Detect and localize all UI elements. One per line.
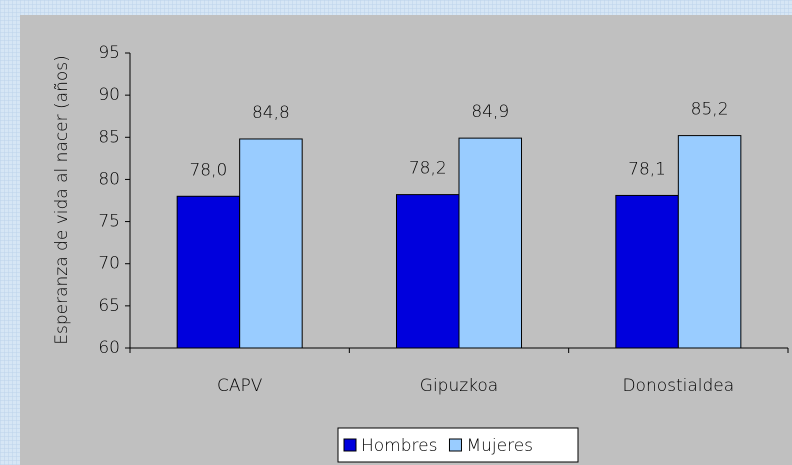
bar	[615, 194, 679, 349]
value-label: 85,2	[691, 100, 729, 120]
x-tick-label: Donostialdea	[622, 376, 734, 396]
bar	[176, 195, 241, 349]
y-tick-label: 95	[98, 43, 120, 63]
y-tick-label: 60	[98, 338, 120, 358]
x-tick-label: Gipuzkoa	[420, 376, 498, 396]
y-tick-label: 90	[98, 85, 120, 105]
bar	[677, 135, 742, 349]
legend-label: Hombres	[361, 436, 437, 456]
legend-swatch	[343, 438, 357, 452]
legend-swatch	[448, 438, 462, 452]
y-axis-title: Esperanza de vida al nacer (años)	[52, 55, 72, 344]
y-tick-label: 70	[98, 254, 120, 274]
bar	[239, 138, 303, 349]
y-tick-label: 80	[98, 169, 120, 189]
x-tick-label: CAPV	[217, 376, 263, 396]
y-tick-label: 85	[98, 127, 120, 147]
bar	[458, 137, 523, 349]
value-label: 78,1	[628, 159, 666, 179]
value-label: 84,8	[252, 103, 290, 123]
value-label: 84,9	[471, 102, 509, 122]
bar	[395, 194, 460, 349]
legend-label: Mujeres	[466, 436, 533, 456]
value-label: 78,2	[409, 159, 447, 179]
value-label: 78,0	[189, 160, 227, 180]
y-tick-label: 65	[98, 296, 120, 316]
y-tick-label: 75	[98, 212, 120, 232]
